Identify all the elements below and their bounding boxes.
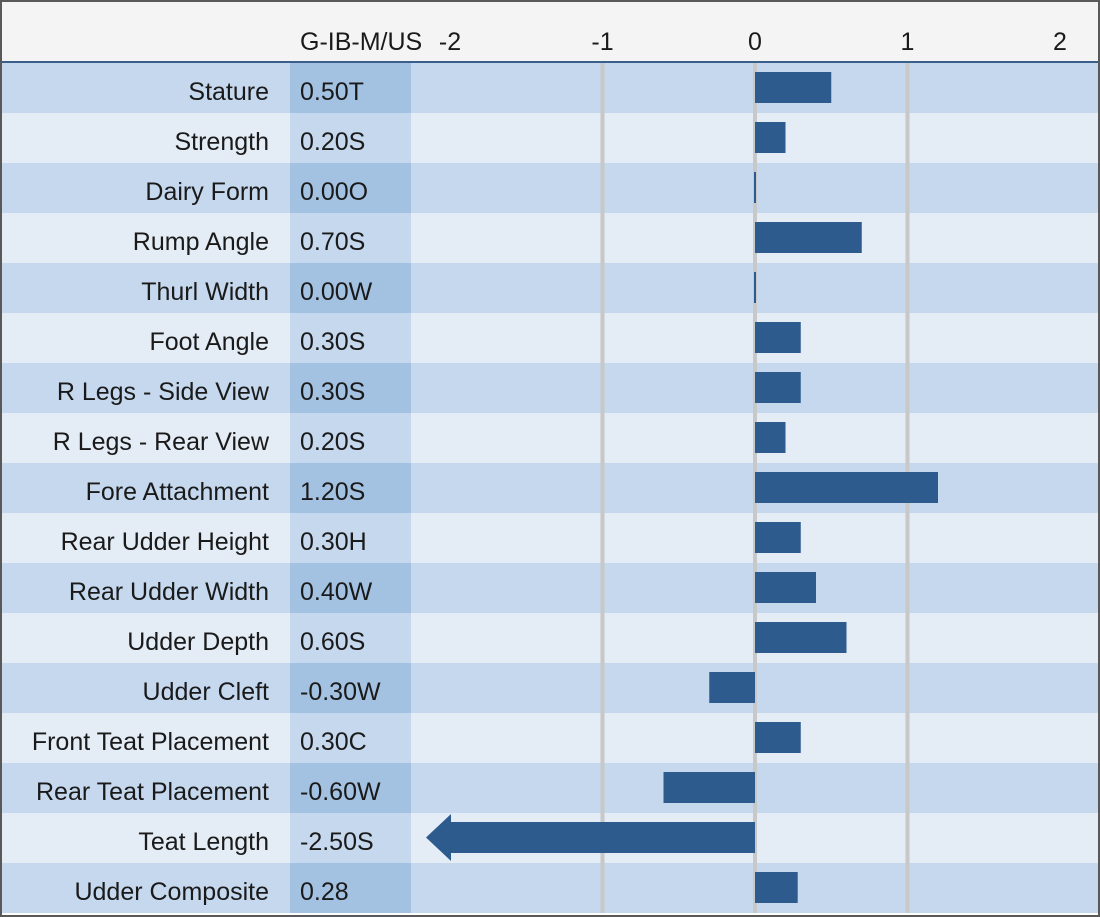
- category-label: Strength: [174, 128, 269, 156]
- category-label: Teat Length: [138, 828, 269, 856]
- value-label: 0.20S: [300, 428, 365, 456]
- x-tick-label: -2: [439, 28, 461, 56]
- row-band: [1, 63, 1099, 113]
- value-cell-band: [290, 213, 411, 263]
- value-column-header: G-IB-M/US: [300, 28, 422, 56]
- bar: [755, 122, 786, 153]
- row-band: [1, 513, 1099, 563]
- value-cell-band: [290, 663, 411, 713]
- value-cell-band: [290, 463, 411, 513]
- category-label: Foot Angle: [149, 328, 269, 356]
- bar: [755, 722, 801, 753]
- value-label: 0.70S: [300, 228, 365, 256]
- bar: [709, 672, 755, 703]
- x-tick-label: 0: [748, 28, 762, 56]
- row-band: [1, 713, 1099, 763]
- category-label: Rear Udder Height: [61, 528, 269, 556]
- value-label: 0.30S: [300, 378, 365, 406]
- x-tick-label: -1: [591, 28, 613, 56]
- value-cell-band: [290, 863, 411, 913]
- row-band: [1, 663, 1099, 713]
- category-label: Fore Attachment: [86, 478, 269, 506]
- value-label: -0.60W: [300, 778, 381, 806]
- value-label: 0.50T: [300, 78, 364, 106]
- row-band: [1, 563, 1099, 613]
- category-label: Dairy Form: [145, 178, 269, 206]
- category-label: Front Teat Placement: [32, 728, 269, 756]
- category-label: Udder Depth: [127, 628, 269, 656]
- row-band: [1, 613, 1099, 663]
- bar: [754, 272, 756, 303]
- value-label: -2.50S: [300, 828, 374, 856]
- row-band: [1, 413, 1099, 463]
- value-label: 0.30C: [300, 728, 367, 756]
- row-band: [1, 113, 1099, 163]
- category-label: R Legs - Rear View: [53, 428, 270, 456]
- value-label: 0.20S: [300, 128, 365, 156]
- bars: [426, 72, 938, 903]
- category-label: Rump Angle: [133, 228, 269, 256]
- bar: [755, 872, 798, 903]
- row-bands: [1, 63, 1099, 913]
- x-axis-ticks: -2 -1 0 1 2: [439, 28, 1067, 56]
- value-cell-band: [290, 363, 411, 413]
- row-band: [1, 763, 1099, 813]
- x-tick-label: 1: [901, 28, 915, 56]
- value-label: 0.00W: [300, 278, 373, 306]
- row-band: [1, 313, 1099, 363]
- bar: [755, 522, 801, 553]
- x-tick-label: 2: [1053, 28, 1067, 56]
- bar: [755, 472, 938, 503]
- value-label: 0.40W: [300, 578, 373, 606]
- category-label: Udder Composite: [74, 878, 269, 906]
- bar: [755, 572, 816, 603]
- bar: [755, 322, 801, 353]
- row-band: [1, 163, 1099, 213]
- row-band: [1, 263, 1099, 313]
- bar: [663, 772, 755, 803]
- value-cell-band: [290, 713, 411, 763]
- category-labels: Stature Strength Dairy Form Rump Angle Thurl…: [32, 78, 270, 906]
- row-band: [1, 863, 1099, 913]
- category-label: Thurl Width: [141, 278, 269, 306]
- category-label: Rear Teat Placement: [36, 778, 269, 806]
- value-cell-band: [290, 513, 411, 563]
- bar: [755, 422, 786, 453]
- header-background: [1, 1, 1099, 62]
- value-cell-band: [290, 763, 411, 813]
- value-label: 0.60S: [300, 628, 365, 656]
- value-cell-band: [290, 63, 411, 113]
- value-cell-band: [290, 163, 411, 213]
- value-label: 0.00O: [300, 178, 368, 206]
- value-label: 0.30H: [300, 528, 367, 556]
- value-label: 0.28: [300, 878, 349, 906]
- value-cell-band: [290, 413, 411, 463]
- value-cell-band: [290, 263, 411, 313]
- row-band: [1, 363, 1099, 413]
- value-cell-band: [290, 313, 411, 363]
- value-labels: 0.50T 0.20S 0.00O 0.70S 0.00W 0.30S 0.30S 0.20S…: [300, 78, 381, 906]
- category-label: Rear Udder Width: [69, 578, 269, 606]
- bar: [755, 622, 847, 653]
- bar: [754, 172, 756, 203]
- value-cell-band: [290, 563, 411, 613]
- bar: [426, 814, 755, 861]
- value-label: 1.20S: [300, 478, 365, 506]
- bar: [755, 372, 801, 403]
- category-label: R Legs - Side View: [57, 378, 270, 406]
- category-label: Stature: [188, 78, 269, 106]
- bar: [755, 72, 832, 103]
- value-cell-band: [290, 113, 411, 163]
- value-label: -0.30W: [300, 678, 381, 706]
- category-label: Udder Cleft: [143, 678, 269, 706]
- bar: [755, 222, 862, 253]
- row-band: [1, 213, 1099, 263]
- value-cell-band: [290, 813, 411, 863]
- value-cell-band: [290, 613, 411, 663]
- value-label: 0.30S: [300, 328, 365, 356]
